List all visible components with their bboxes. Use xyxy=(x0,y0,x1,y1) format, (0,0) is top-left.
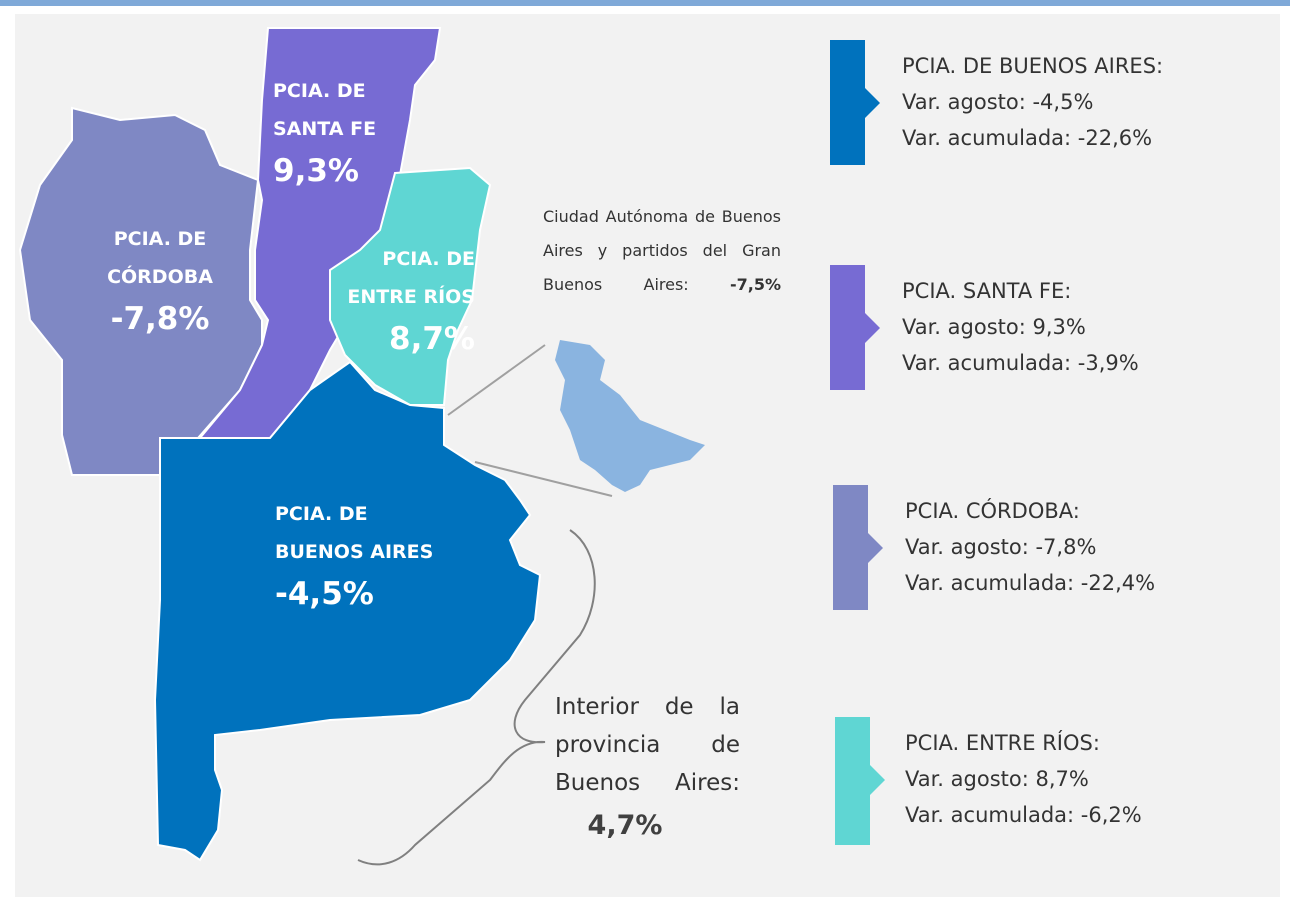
legend-line: Var. agosto: 8,7% xyxy=(905,767,1089,791)
region-name: PCIA. DE xyxy=(113,228,207,250)
buenos-aires-shape xyxy=(153,360,542,862)
interior-note: Interior de la provincia de Buenos Aires… xyxy=(555,688,740,802)
legend-item: PCIA. CÓRDOBA: Var. agosto: -7,8% Var. a… xyxy=(905,493,1155,601)
interior-value: 4,7% xyxy=(587,810,663,841)
legend-line: Var. acumulada: -22,6% xyxy=(902,126,1153,150)
region-value: -7,8% xyxy=(110,301,210,337)
caba-label: Ciudad Autónoma de Buenos Aires y partid… xyxy=(543,207,781,294)
region-name: SANTA FE xyxy=(273,118,377,140)
region-label: PCIA. DE ENTRE RÍOS 8,7% xyxy=(335,240,475,362)
legend-swatch xyxy=(830,265,880,390)
legend-swatch xyxy=(835,717,885,845)
leader-line xyxy=(474,461,613,497)
region-name: BUENOS AIRES xyxy=(275,541,434,563)
legend-line: Var. agosto: -7,8% xyxy=(905,535,1097,559)
legend-line: Var. agosto: -4,5% xyxy=(902,90,1094,114)
legend-title: PCIA. CÓRDOBA: xyxy=(905,499,1080,523)
region-value: -4,5% xyxy=(275,576,374,612)
caba-note: Ciudad Autónoma de Buenos Aires y partid… xyxy=(543,200,781,302)
legend-item: PCIA. DE BUENOS AIRES: Var. agosto: -4,5… xyxy=(902,48,1163,156)
legend-swatch xyxy=(833,485,883,610)
leader-line xyxy=(447,344,546,416)
region-name: PCIA. DE xyxy=(382,248,475,270)
legend-line: Var. agosto: 9,3% xyxy=(902,315,1086,339)
region-label: PCIA. DE CÓRDOBA -7,8% xyxy=(60,220,260,342)
legend-line: Var. acumulada: -3,9% xyxy=(902,351,1139,375)
caba-shape xyxy=(555,340,705,492)
region-name: PCIA. DE xyxy=(275,503,368,525)
caba-value: -7,5% xyxy=(729,275,781,294)
brace xyxy=(357,529,596,866)
legend-line: Var. acumulada: -22,4% xyxy=(905,571,1156,595)
region-name: ENTRE RÍOS xyxy=(347,286,475,308)
legend-title: PCIA. SANTA FE: xyxy=(902,279,1072,303)
region-value: 9,3% xyxy=(273,153,359,189)
legend-title: PCIA. ENTRE RÍOS: xyxy=(905,731,1100,755)
region-value: 8,7% xyxy=(389,321,475,357)
region-name: PCIA. DE xyxy=(273,80,366,102)
legend-title: PCIA. DE BUENOS AIRES: xyxy=(902,54,1164,78)
region-label: PCIA. DE BUENOS AIRES -4,5% xyxy=(275,495,433,617)
entre-rios-shape xyxy=(329,166,492,406)
interior-label: Interior de la provincia de Buenos Aires… xyxy=(555,694,740,796)
region-name: CÓRDOBA xyxy=(107,266,213,288)
top-band xyxy=(0,0,1290,6)
legend-swatch xyxy=(830,40,880,165)
region-label: PCIA. DE SANTA FE 9,3% xyxy=(273,72,376,194)
legend-item: PCIA. ENTRE RÍOS: Var. agosto: 8,7% Var.… xyxy=(905,725,1142,833)
legend-item: PCIA. SANTA FE: Var. agosto: 9,3% Var. a… xyxy=(902,273,1139,381)
legend-line: Var. acumulada: -6,2% xyxy=(905,803,1142,827)
